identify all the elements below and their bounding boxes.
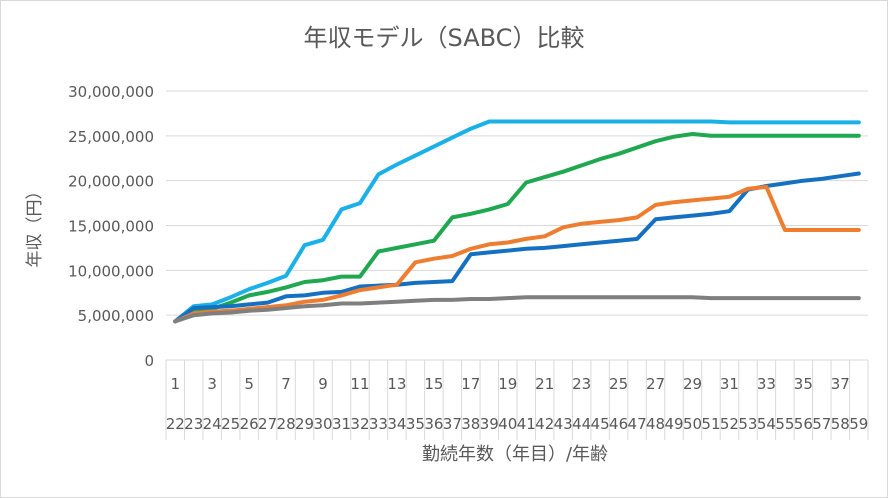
y-tick-label: 15,000,000 — [68, 218, 154, 236]
x-tick-label-age: 29 — [295, 415, 314, 433]
y-axis-ticks: 0 5,000,000 10,000,000 15,000,000 20,000,000… — [68, 83, 154, 370]
x-tick-label-age: 35 — [406, 415, 425, 433]
x-tick-label-age: 40 — [498, 415, 517, 433]
x-tick-label-age: 53 — [738, 415, 757, 433]
x-tick-label-age: 30 — [313, 415, 332, 433]
x-tick-label: 13 — [387, 375, 406, 393]
x-tick-label-age: 47 — [628, 415, 647, 433]
x-axis-label: 勤続年数（年目）/年齢 — [422, 444, 608, 465]
x-tick-label: 5 — [244, 375, 254, 393]
y-tick-label: 25,000,000 — [68, 128, 154, 146]
x-tick-label: 17 — [461, 375, 480, 393]
x-tick-label-age: 55 — [775, 415, 794, 433]
x-tick-label-age: 52 — [720, 415, 739, 433]
x-tick-label-age: 39 — [480, 415, 499, 433]
x-tick-label-age: 56 — [794, 415, 813, 433]
x-tick-label-age: 57 — [812, 415, 831, 433]
x-tick-label-age: 27 — [258, 415, 277, 433]
x-tick-label: 15 — [424, 375, 443, 393]
x-tick-label-age: 34 — [387, 415, 406, 433]
y-axis-label: 年収（円） — [25, 183, 45, 268]
x-tick-label: 29 — [683, 375, 702, 393]
x-tick-label-age: 44 — [572, 415, 591, 433]
x-tick-label-age: 41 — [517, 415, 536, 433]
x-tick-label: 19 — [498, 375, 517, 393]
chart-title: 年収モデル（SABC）比較 — [303, 24, 585, 52]
y-tick-label: 20,000,000 — [68, 173, 154, 191]
series-line-4 — [173, 184, 861, 324]
x-tick-label-age: 33 — [369, 415, 388, 433]
x-tick-label-age: 46 — [609, 415, 628, 433]
series-line-1 — [173, 119, 861, 324]
x-tick-label: 23 — [572, 375, 591, 393]
series-line-3 — [173, 171, 861, 324]
series-line-5 — [173, 295, 861, 324]
x-tick-label: 3 — [207, 375, 217, 393]
x-tick-label-age: 43 — [554, 415, 573, 433]
x-tick-label-age: 59 — [849, 415, 868, 433]
x-tick-label: 7 — [281, 375, 291, 393]
x-tick-label: 25 — [609, 375, 628, 393]
x-tick-label-age: 31 — [332, 415, 351, 433]
x-tick-label: 11 — [350, 375, 369, 393]
series-lines — [173, 119, 861, 324]
x-tick-label-age: 38 — [461, 415, 480, 433]
x-tick-label: 27 — [646, 375, 665, 393]
x-tick-label-age: 28 — [277, 415, 296, 433]
x-tick-label-age: 36 — [424, 415, 443, 433]
y-tick-label: 5,000,000 — [78, 307, 154, 325]
x-tick-label: 21 — [535, 375, 554, 393]
x-tick-label-age: 48 — [646, 415, 665, 433]
y-tick-label: 10,000,000 — [68, 262, 154, 280]
x-tick-label-age: 24 — [203, 415, 222, 433]
x-tick-label: 1 — [170, 375, 180, 393]
x-tick-label: 31 — [720, 375, 739, 393]
x-tick-label-age: 26 — [240, 415, 259, 433]
x-tick-label: 33 — [757, 375, 776, 393]
x-tick-label-age: 22 — [166, 415, 185, 433]
x-tick-label-age: 54 — [757, 415, 776, 433]
x-tick-label-age: 50 — [683, 415, 702, 433]
y-tick-label: 30,000,000 — [68, 83, 154, 101]
x-tick-label-age: 45 — [591, 415, 610, 433]
x-tick-label-age: 23 — [184, 415, 203, 433]
x-tick-label-age: 37 — [443, 415, 462, 433]
x-tick-label: 9 — [318, 375, 328, 393]
x-tick-label: 37 — [831, 375, 850, 393]
x-tick-label-age: 42 — [535, 415, 554, 433]
x-tick-label-age: 25 — [221, 415, 240, 433]
gridlines — [166, 90, 868, 361]
x-tick-label-age: 58 — [831, 415, 850, 433]
y-tick-label: 0 — [144, 352, 154, 370]
x-tick-label: 35 — [794, 375, 813, 393]
series-line-2 — [173, 132, 861, 324]
x-tick-label-age: 32 — [350, 415, 369, 433]
x-tick-label-age: 51 — [701, 415, 720, 433]
x-tick-label-age: 49 — [664, 415, 683, 433]
